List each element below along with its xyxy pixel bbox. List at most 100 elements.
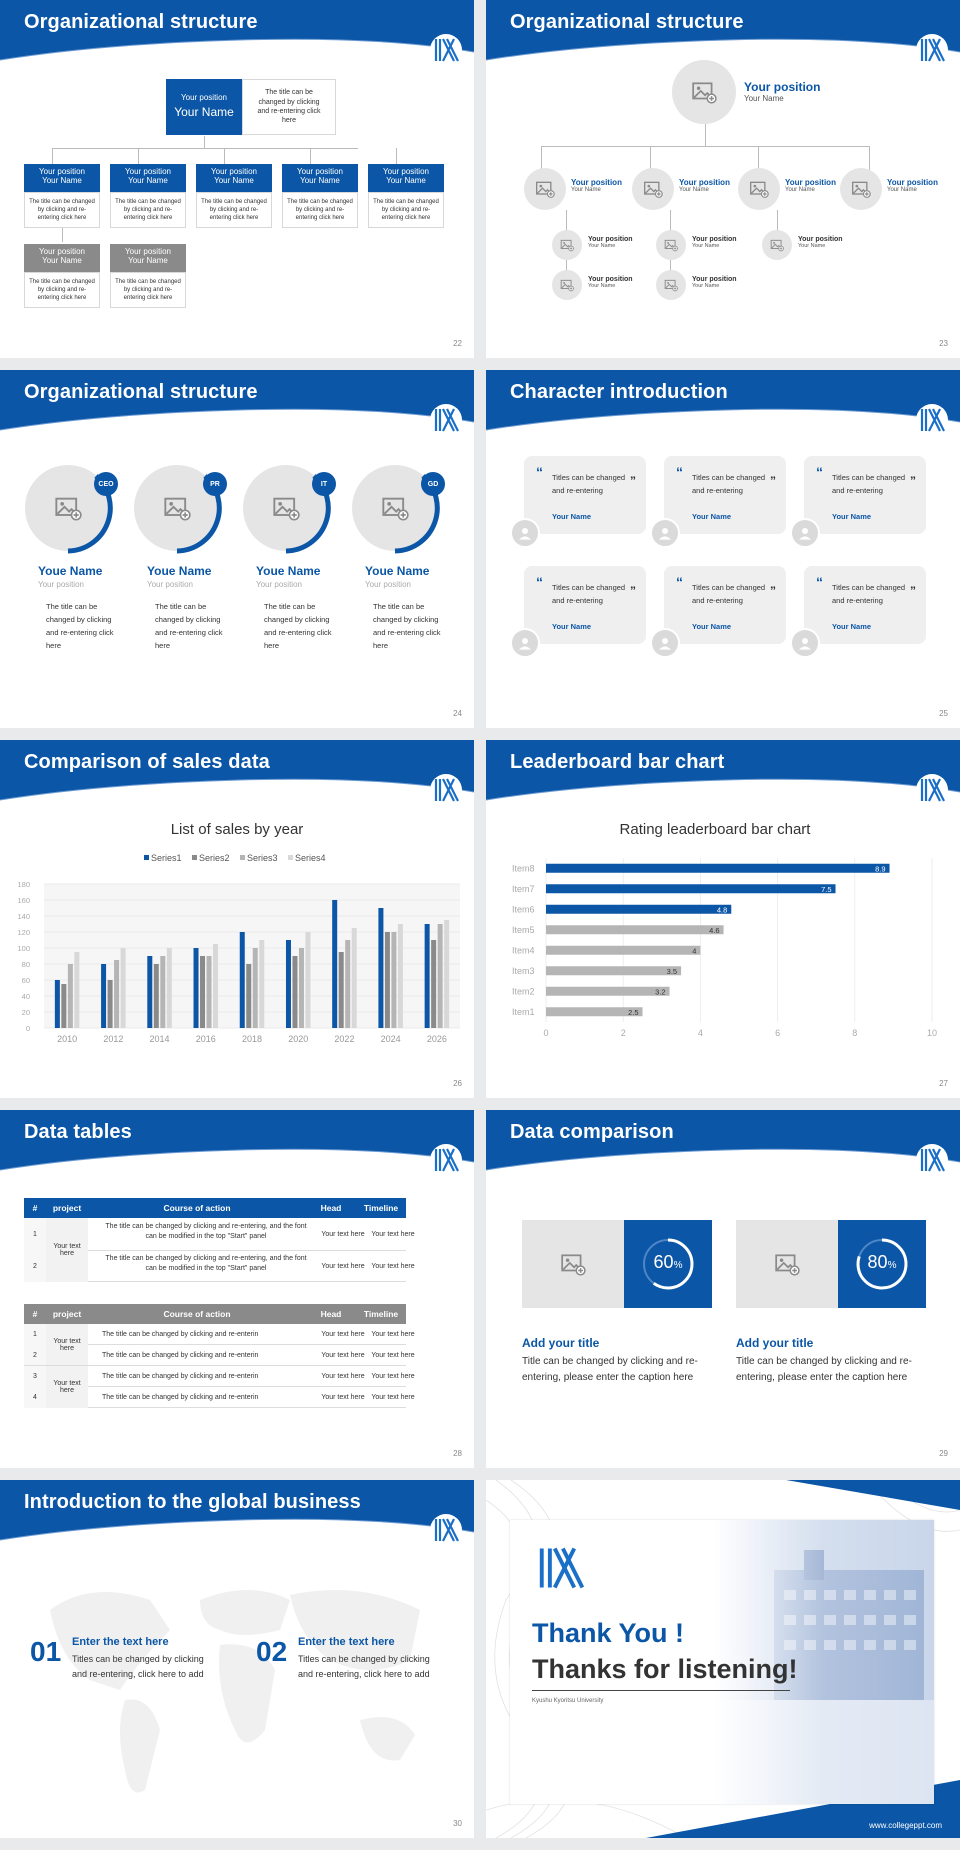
quote-text: Titles can be changed and re-entering: [692, 583, 766, 605]
site-link[interactable]: www.collegeppt.com: [869, 1821, 942, 1830]
header-band: [0, 1480, 474, 1541]
person-name: Youe Name: [365, 564, 430, 578]
person-position: Your position: [256, 580, 302, 589]
bar: [166, 948, 172, 1028]
timeline-cell: Your text here: [371, 1352, 415, 1359]
person-card: GD Youe Name Your position The title can be…: [351, 464, 451, 704]
plot-area: [44, 884, 460, 1028]
position-label: Your position: [692, 276, 737, 283]
position-label: Your position: [785, 178, 836, 187]
head-cell: Your text here: [321, 1230, 365, 1238]
org-box-blue: Your position Your Name: [110, 164, 186, 192]
org-box-blue: Your position Your Name: [368, 164, 444, 192]
quote-close-icon: ”: [630, 584, 636, 598]
item-caption: Title can be changed by clicking and re-…: [736, 1356, 912, 1383]
person-name: Youe Name: [38, 564, 103, 578]
position-label: Your position: [588, 276, 633, 283]
position-label: Your position: [798, 236, 843, 243]
name-label: Your Name: [214, 175, 254, 185]
position-label: Your position: [297, 167, 343, 176]
page-number: 26: [453, 1079, 462, 1088]
person-label: Your position Your Name: [588, 236, 633, 249]
slide-30: Introduction to the global business 30 0…: [0, 1480, 474, 1838]
slide-header: [0, 1480, 474, 1550]
quote-text: Titles can be changed and re-entering: [692, 473, 766, 495]
org-box-text: The title can be changed by clicking and…: [110, 272, 186, 308]
quote-open-icon: “: [676, 464, 683, 480]
x-tick-label: 2014: [150, 1034, 170, 1044]
avatar: [510, 628, 540, 658]
course-cell: The title can be changed by clicking and…: [102, 1394, 259, 1401]
org-box-text: The title can be changed by clicking and…: [282, 192, 358, 228]
person-name: Youe Name: [256, 564, 321, 578]
data-label: 3.5: [667, 967, 677, 976]
column-header: project: [52, 1203, 82, 1213]
name-label: Your Name: [588, 283, 616, 289]
page-number: 25: [939, 709, 948, 718]
org-box-gray: Your position Your Name: [110, 244, 186, 272]
photo-placeholder: [54, 494, 82, 522]
org-box-gray: Your position Your Name: [24, 244, 100, 272]
thanks-subheading: Thanks for listening!: [532, 1654, 798, 1684]
slide-27: Leaderboard bar chart 27 Rating leaderbo…: [486, 740, 960, 1098]
course-cell: The title can be changed by clicking and…: [105, 1255, 307, 1272]
header-band: [486, 740, 960, 801]
slide-header: [486, 0, 960, 70]
x-tick-label: 2: [621, 1028, 626, 1038]
head-cell: Your text here: [321, 1352, 365, 1359]
photo-placeholder: [163, 494, 191, 522]
row-divider: [88, 1407, 406, 1408]
bar: [213, 944, 219, 1028]
head-cell: Your text here: [321, 1394, 365, 1401]
position-label: Your position: [692, 236, 737, 243]
photo-placeholder: [672, 60, 736, 124]
x-tick-label: 2026: [427, 1034, 447, 1044]
quote-open-icon: “: [536, 464, 543, 480]
quote-open-icon: “: [816, 464, 823, 480]
legend-label: Series4: [295, 853, 326, 863]
head-cell: Your text here: [321, 1331, 365, 1338]
org-top-text: The title can be changed by clicking and…: [242, 79, 336, 135]
quote-close-icon: ”: [770, 474, 776, 488]
page-number: 30: [453, 1819, 462, 1828]
person-description: The title can be changed by clicking and…: [373, 602, 441, 651]
thank-you-card: Thank You ! Thanks for listening! Kyushu…: [510, 1520, 934, 1804]
university-logo-icon: [430, 34, 462, 66]
bar: [546, 863, 890, 873]
avatar: [510, 518, 540, 548]
x-tick-label: 2012: [103, 1034, 123, 1044]
column-header: #: [32, 1309, 38, 1319]
position-label: Your position: [39, 167, 85, 176]
x-tick-label: 2022: [334, 1034, 354, 1044]
university-name: Kyushu Kyoritsu University: [532, 1698, 604, 1704]
bar: [107, 980, 113, 1028]
x-tick-label: 2010: [57, 1034, 77, 1044]
quote-author: Your Name: [552, 622, 592, 631]
y-tick-label: 140: [17, 912, 30, 921]
bar: [305, 932, 311, 1028]
university-logo-icon: [916, 404, 948, 436]
quote-card: “ ” Titles can be changed and re-entering Y…: [664, 566, 786, 644]
column-header: Head: [320, 1309, 342, 1319]
person-description: The title can be changed by clicking and…: [264, 602, 332, 651]
university-logo-large: [539, 1547, 584, 1589]
name-label: Your Name: [744, 94, 784, 103]
table-body: [24, 1218, 406, 1282]
position-label: Your position: [887, 178, 938, 187]
bar: [298, 948, 304, 1028]
person-description: The title can be changed by clicking and…: [155, 602, 223, 651]
slide-title: Organizational structure: [510, 11, 744, 33]
name-label: Your Name: [300, 175, 340, 185]
row-number: 3: [24, 1366, 46, 1387]
position-label: Your position: [744, 80, 821, 94]
chart-title: List of sales by year: [171, 821, 304, 838]
y-category-label: Item3: [512, 966, 535, 976]
row-number: 2: [24, 1345, 46, 1366]
column-header: Timeline: [363, 1309, 399, 1319]
person-position: Your position: [147, 580, 193, 589]
item-title: Add your title: [736, 1336, 814, 1350]
bar: [120, 948, 126, 1028]
percentage-label: 80%: [838, 1252, 926, 1273]
header-band: [486, 1110, 960, 1171]
world-map-graphic: [50, 1590, 420, 1793]
